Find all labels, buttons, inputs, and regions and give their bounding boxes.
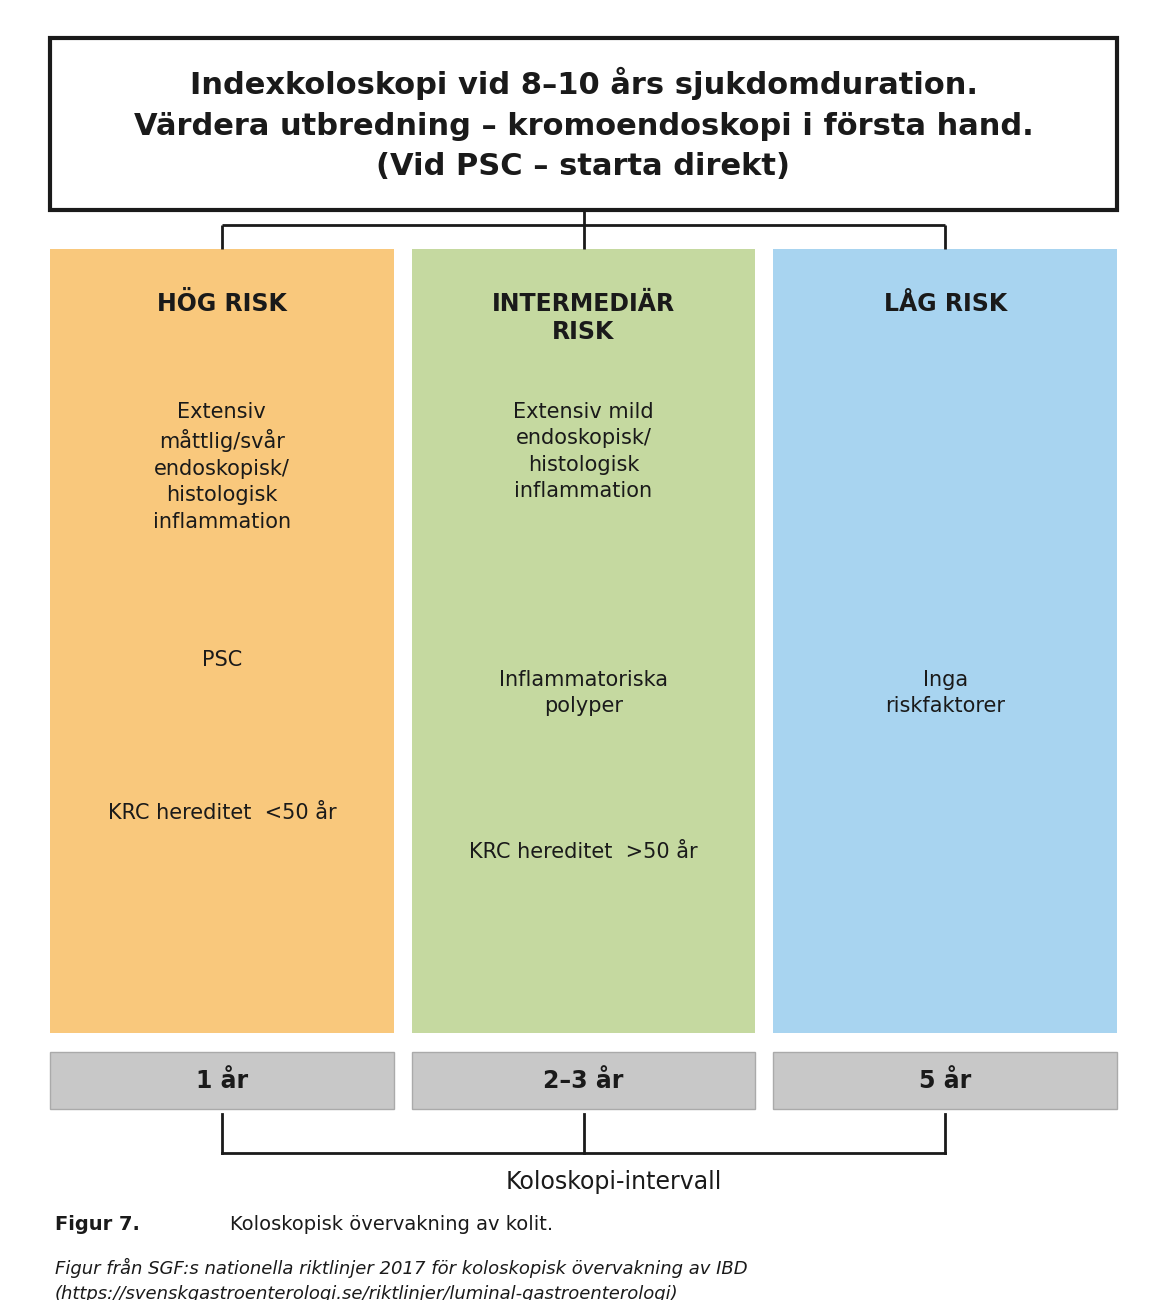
Text: Koloskopi-intervall: Koloskopi-intervall — [505, 1170, 721, 1193]
Text: Figur 7.: Figur 7. — [55, 1214, 140, 1234]
Text: HÖG RISK: HÖG RISK — [156, 291, 287, 316]
Text: PSC: PSC — [202, 650, 242, 671]
Text: Indexkoloskopi vid 8–10 års sjukdomduration.
Värdera utbredning – kromoendoskopi: Indexkoloskopi vid 8–10 års sjukdomdurat… — [134, 68, 1033, 182]
FancyBboxPatch shape — [774, 248, 1117, 1034]
Text: Koloskopisk övervakning av kolit.: Koloskopisk övervakning av kolit. — [230, 1214, 553, 1234]
FancyBboxPatch shape — [50, 1052, 393, 1109]
Text: 1 år: 1 år — [196, 1069, 247, 1093]
FancyBboxPatch shape — [50, 38, 1117, 211]
Text: Figur från SGF:s nationella riktlinjer 2017 för koloskopisk övervakning av IBD
(: Figur från SGF:s nationella riktlinjer 2… — [55, 1257, 748, 1300]
Text: INTERMEDIÄR
RISK: INTERMEDIÄR RISK — [492, 291, 675, 343]
Text: 5 år: 5 år — [920, 1069, 971, 1093]
FancyBboxPatch shape — [412, 1052, 755, 1109]
Text: Inflammatoriska
polyper: Inflammatoriska polyper — [499, 670, 668, 716]
Text: Extensiv
måttlig/svår
endoskopisk/
histologisk
inflammation: Extensiv måttlig/svår endoskopisk/ histo… — [153, 402, 291, 532]
Text: KRC hereditet  <50 år: KRC hereditet <50 år — [107, 803, 336, 823]
Text: LÅG RISK: LÅG RISK — [883, 291, 1007, 316]
Text: 2–3 år: 2–3 år — [544, 1069, 623, 1093]
Text: Inga
riskfaktorer: Inga riskfaktorer — [885, 670, 1005, 716]
Text: Extensiv mild
endoskopisk/
histologisk
inflammation: Extensiv mild endoskopisk/ histologisk i… — [513, 402, 654, 500]
FancyBboxPatch shape — [412, 248, 755, 1034]
Text: KRC hereditet  >50 år: KRC hereditet >50 år — [469, 841, 698, 862]
FancyBboxPatch shape — [50, 248, 393, 1034]
FancyBboxPatch shape — [774, 1052, 1117, 1109]
